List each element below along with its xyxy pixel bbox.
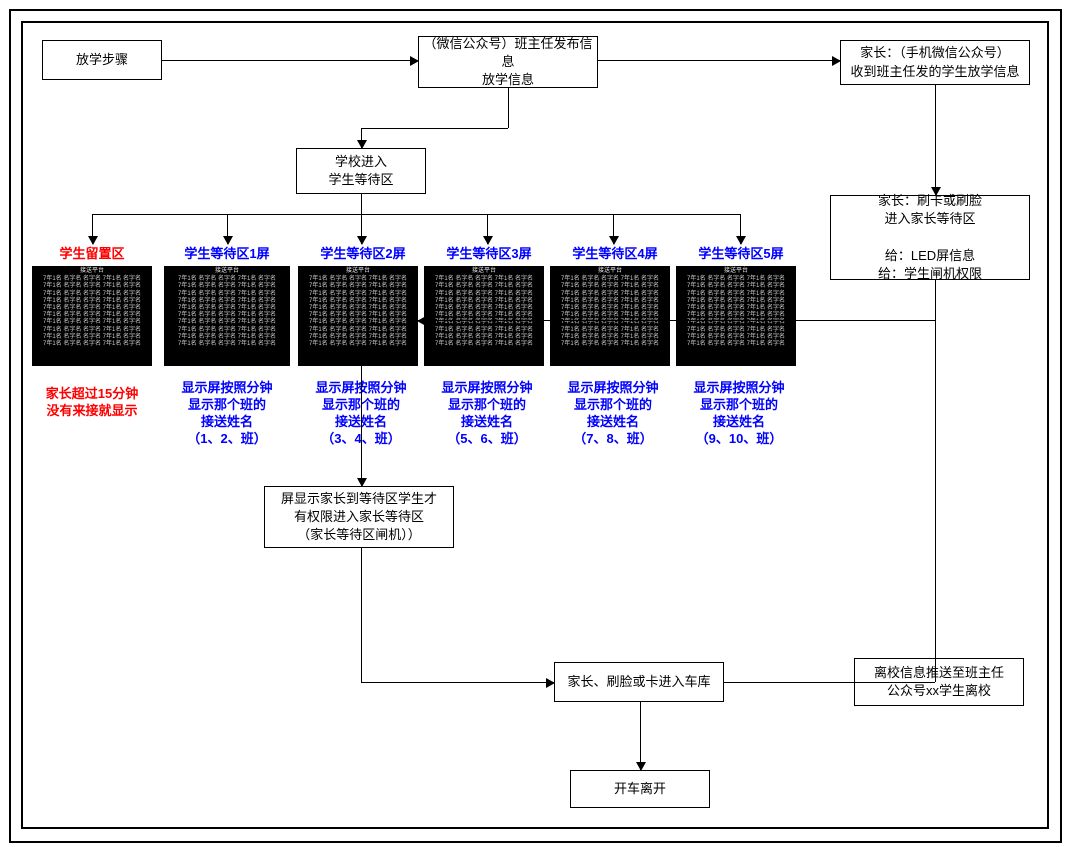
edge-3: [361, 128, 508, 129]
node-parent_swipe: 家长：刷卡或刷脸 进入家长等待区 给：LED屏信息 给：学生闸机权限: [830, 195, 1030, 280]
node-start: 放学步骤: [42, 40, 162, 80]
label-cap4: 显示屏按照分钟 显示那个班的 接送姓名 （7、8、班）: [550, 380, 676, 448]
label-屏5: 学生等待区5屏: [676, 246, 806, 263]
edge-18: [361, 548, 362, 682]
edge-1: [598, 60, 840, 61]
label-屏1: 学生等待区1屏: [162, 246, 292, 263]
edge-5: [935, 85, 936, 195]
label-cap_留置: 家长超过15分钟 没有来接就显示: [30, 386, 154, 420]
node-screen_display: 屏显示家长到等待区学生才 有权限进入家长等待区 （家长等待区闸机））: [264, 486, 454, 548]
edge-11: [487, 214, 488, 244]
edge-0: [162, 60, 418, 61]
edge-7: [92, 214, 740, 215]
node-drive_away: 开车离开: [570, 770, 710, 808]
led-screen-s3: 接送平台7年1名 名字名 名字名 7年1名 名字名7年1名 名字名 名字名 7年…: [424, 266, 544, 366]
label-屏3: 学生等待区3屏: [424, 246, 554, 263]
led-screen-s1: 接送平台7年1名 名字名 名字名 7年1名 名字名7年1名 名字名 名字名 7年…: [164, 266, 290, 366]
edge-15: [935, 280, 936, 682]
label-屏4: 学生等待区4屏: [550, 246, 680, 263]
edge-4: [361, 128, 362, 148]
label-cap5: 显示屏按照分钟 显示那个班的 接送姓名 （9、10、班）: [676, 380, 802, 448]
edge-9: [227, 214, 228, 244]
edge-10: [361, 214, 362, 244]
label-cap1: 显示屏按照分钟 显示那个班的 接送姓名 （1、2、班）: [164, 380, 290, 448]
edge-12: [613, 214, 614, 244]
label-cap3: 显示屏按照分钟 显示那个班的 接送姓名 （5、6、班）: [424, 380, 550, 448]
edge-13: [740, 214, 741, 244]
edge-16: [796, 320, 935, 321]
edge-20: [724, 682, 935, 683]
edge-19: [361, 682, 554, 683]
led-screen-s2: 接送平台7年1名 名字名 名字名 7年1名 名字名7年1名 名字名 名字名 7年…: [298, 266, 418, 366]
node-parent_receive: 家长：（手机微信公众号） 收到班主任发的学生放学信息: [840, 40, 1030, 85]
led-screen-s0: 接送平台7年1名 名字名 名字名 7年1名 名字名7年1名 名字名 名字名 7年…: [32, 266, 152, 366]
edge-17: [361, 366, 362, 486]
edge-2: [508, 88, 509, 128]
node-parent_enter_garage: 家长、刷脸或卡进入车库: [554, 662, 724, 702]
edge-21: [640, 702, 641, 770]
node-wechat_pub: （微信公众号）班主任发布信息 放学信息: [418, 36, 598, 88]
canvas: 放学步骤 （微信公众号）班主任发布信息 放学信息 家长：（手机微信公众号） 收到班主…: [0, 0, 1067, 847]
node-school_enter: 学校进入 学生等待区: [296, 148, 426, 194]
led-screen-s5: 接送平台7年1名 名字名 名字名 7年1名 名字名7年1名 名字名 名字名 7年…: [676, 266, 796, 366]
led-screen-s4: 接送平台7年1名 名字名 名字名 7年1名 名字名7年1名 名字名 名字名 7年…: [550, 266, 670, 366]
edge-8: [92, 214, 93, 244]
label-屏2: 学生等待区2屏: [298, 246, 428, 263]
edge-6: [361, 194, 362, 214]
edge-14: [418, 320, 830, 321]
label-留置: 学生留置区: [32, 246, 152, 263]
